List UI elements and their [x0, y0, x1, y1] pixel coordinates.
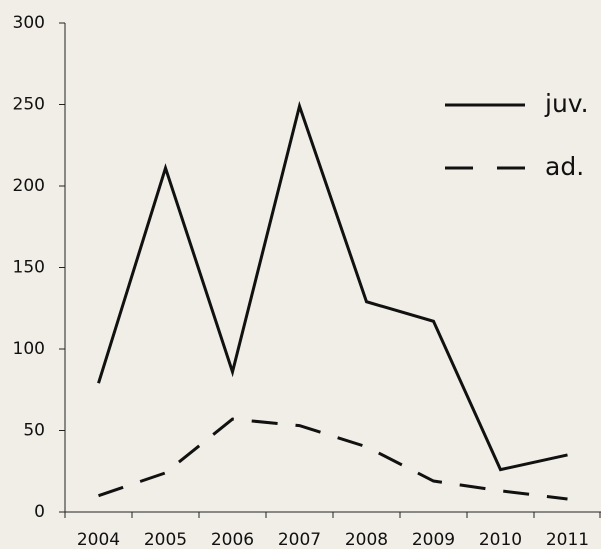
y-tick-label: 100	[13, 339, 45, 359]
x-tick-label: 2007	[278, 530, 321, 549]
x-tick-label: 2010	[479, 530, 522, 549]
y-tick-label: 200	[13, 176, 45, 196]
x-tick-label: 2009	[412, 530, 455, 549]
y-tick-label: 250	[13, 95, 45, 115]
legend-label: juv.	[544, 89, 589, 118]
x-tick-label: 2005	[144, 530, 187, 549]
y-tick-label: 150	[13, 258, 45, 278]
y-tick-label: 300	[13, 13, 45, 33]
x-tick-label: 2011	[546, 530, 589, 549]
y-tick-label: 50	[23, 421, 45, 441]
x-tick-label: 2006	[211, 530, 254, 549]
y-tick-label: 0	[34, 502, 45, 522]
legend-label: ad.	[545, 152, 584, 181]
x-tick-label: 2004	[77, 530, 120, 549]
data-line	[97, 100, 568, 472]
x-tick-label: 2008	[345, 530, 388, 549]
